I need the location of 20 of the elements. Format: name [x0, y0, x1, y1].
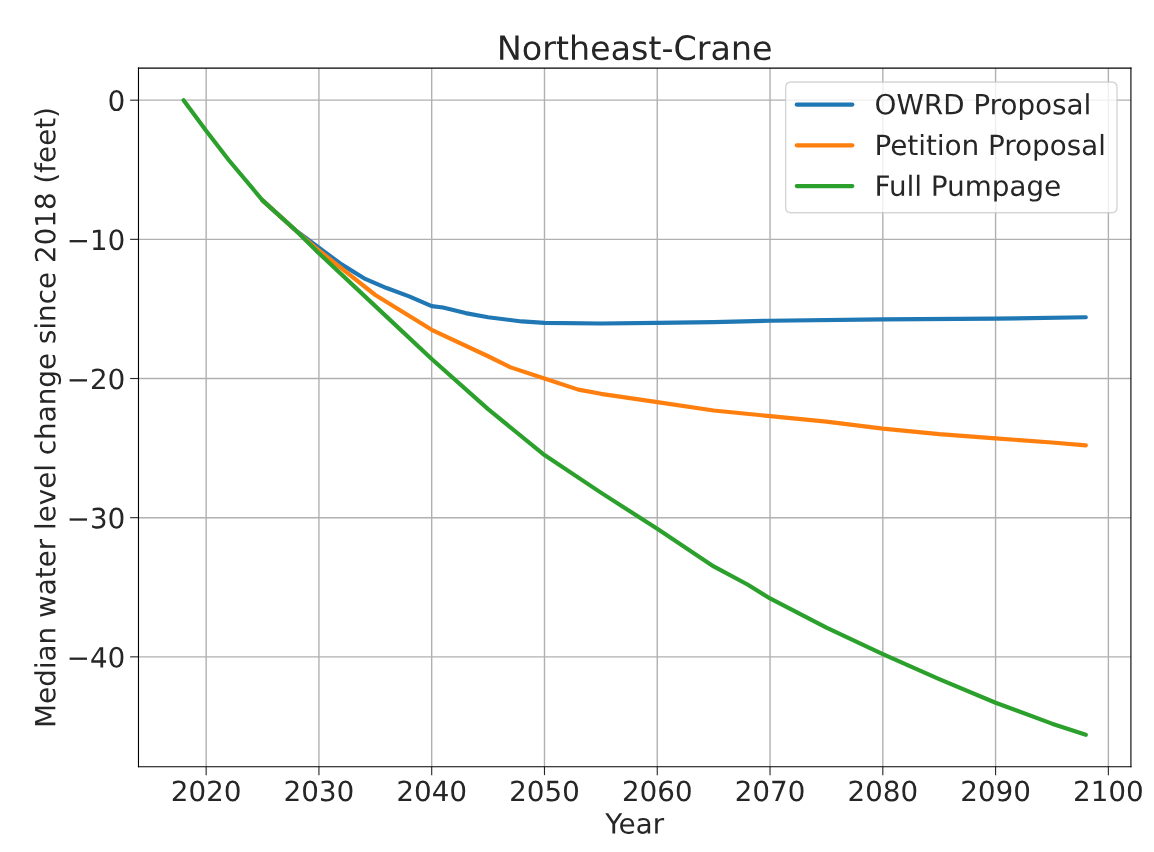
x-axis-title: Year	[605, 813, 665, 834]
y-axis-title: Median water level change since 2018 (feet)	[34, 109, 62, 726]
legend-label: OWRD Proposal	[876, 93, 1089, 121]
chart-title: Northeast-Crane	[500, 34, 771, 61]
y-tick-label: −20	[69, 368, 124, 390]
x-tick-label: 2030	[285, 780, 353, 802]
x-tick-label: 2070	[736, 780, 804, 802]
x-tick-label: 2050	[511, 780, 578, 802]
legend-label: Petition Proposal	[877, 133, 1104, 161]
y-tick-label: −10	[69, 229, 124, 251]
legend-label: Full Pumpage	[877, 174, 1060, 202]
x-tick-label: 2090	[962, 780, 1030, 802]
x-tick-label: 2040	[398, 780, 466, 802]
x-tick-label: 2060	[623, 780, 691, 802]
x-tick-label: 2020	[172, 780, 240, 802]
y-tick-label: −30	[69, 507, 124, 529]
x-tick-label: 2100	[1075, 780, 1142, 802]
x-tick-label: 2080	[849, 780, 917, 802]
y-tick-label: −40	[69, 646, 124, 668]
y-tick-label: 0	[109, 90, 124, 112]
